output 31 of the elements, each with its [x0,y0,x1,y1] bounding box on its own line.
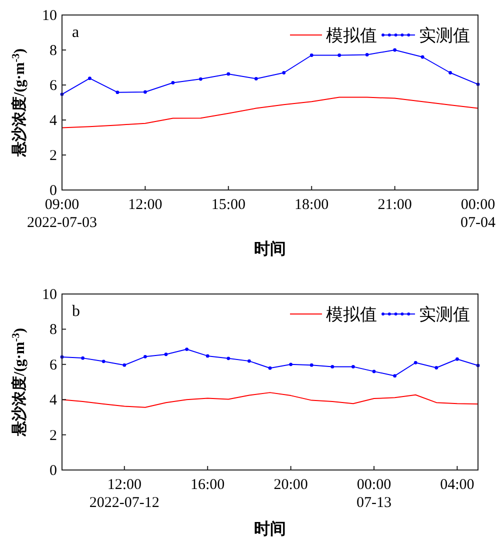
x-tick-label: 21:00 [378,197,412,213]
x-tick-label: 04:00 [440,477,474,493]
x-tick-label: 00:00 07-04 [460,197,496,231]
y-tick-label: 4 [50,392,58,409]
text: b [72,303,80,320]
y-tick-label: 6 [50,357,58,374]
legend-label: 模拟值 [326,26,377,45]
y-tick-label: 2 [50,148,57,164]
x-tick-label: 00:00 07-13 [356,477,392,511]
y-tick-label: 6 [50,78,58,94]
x-tick-label: 15:00 [211,197,246,213]
legend-label: 模拟值 [326,305,377,324]
y-tick-label: 0 [50,463,57,479]
y-tick-label: 4 [50,113,58,129]
x-tick-label: 18:00 [294,197,329,213]
y-tick-label: 10 [42,287,57,303]
x-tick-label: 09:00 2022-07-03 [27,197,97,231]
y-tick-label: 2 [50,428,57,444]
x-tick-label: 12:00 2022-07-12 [89,477,160,511]
y-tick-label: 0 [50,183,57,199]
x-tick-label: 12:00 [128,197,162,213]
text: a [72,24,80,41]
y-tick-label: 8 [50,322,57,338]
y-tick-label: 10 [42,8,57,24]
x-tick-label: 20:00 [274,477,308,493]
x-tick-label: 16:00 [190,477,225,493]
x-axis-title: 时间 [254,240,286,258]
x-axis-title: 时间 [254,520,286,538]
legend-label: 实测值 [419,26,470,45]
y-tick-label: 8 [50,43,57,59]
legend-label: 实测值 [419,305,470,324]
